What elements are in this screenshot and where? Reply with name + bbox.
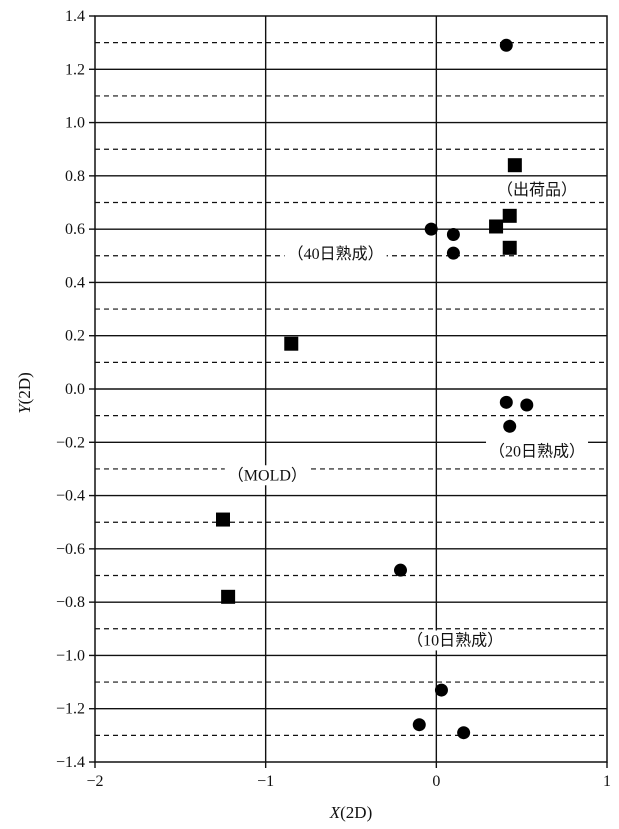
group-label-text: （10日熟成）: [407, 631, 503, 649]
y-tick-label: 1.2: [65, 61, 85, 78]
y-tick-label: 0.8: [65, 168, 85, 185]
group-label: （40日熟成）: [284, 244, 387, 265]
x-tick-label: −2: [86, 773, 103, 790]
group-label-text: （20日熟成）: [489, 442, 585, 460]
x-axis-unit: (2D): [340, 803, 372, 822]
y-tick-label: −0.8: [56, 594, 85, 611]
circle-point: [457, 726, 471, 740]
circle-point: [446, 246, 460, 260]
circle-point: [503, 419, 517, 433]
circle-point: [499, 395, 513, 409]
circle-point: [424, 222, 438, 236]
group-label: （10日熟成）: [404, 630, 507, 651]
y-tick-label: −0.2: [56, 434, 85, 451]
ticks: −1.4 −1.2 −1.0 −0.8 −0.6 −0.4 −0.2 0.0 0.2 0.4 0.6…: [56, 8, 611, 790]
x-tick-label: 0: [432, 773, 440, 790]
y-tick-label: −1.2: [56, 701, 85, 718]
y-tick-label: 1.4: [65, 8, 85, 25]
group-label-background: [404, 630, 507, 651]
grid: [95, 16, 607, 762]
group-label: （20日熟成）: [486, 441, 589, 462]
square-point: [502, 240, 517, 255]
y-tick-label: −1.4: [56, 754, 85, 771]
square-point: [507, 158, 522, 173]
group-label-text: （MOLD）: [228, 466, 307, 484]
square-point: [284, 336, 299, 351]
y-axis-unit: (2D): [15, 372, 34, 404]
y-tick-label: 1.0: [65, 115, 85, 132]
y-tick-label: 0.0: [65, 381, 85, 398]
circle-point: [499, 38, 513, 52]
y-tick-label: −0.4: [56, 488, 85, 505]
annotations: （出荷品） （40日熟成） （20日熟成） （MOLD） （10日熟成）: [224, 180, 589, 651]
x-tick-label: −1: [257, 773, 274, 790]
group-label-text: （出荷品）: [497, 181, 577, 199]
x-axis-variable: X: [329, 803, 341, 822]
circle-point: [520, 398, 534, 412]
circle-point: [393, 563, 407, 577]
y-axis-variable: Y: [15, 403, 34, 414]
group-label-background: [494, 180, 581, 201]
y-tick-label: −0.6: [56, 541, 85, 558]
square-point: [489, 219, 504, 234]
circle-point: [446, 227, 460, 241]
square-point: [502, 208, 517, 223]
square-point: [216, 512, 230, 527]
y-tick-label: 0.2: [65, 328, 85, 345]
group-label: （出荷品）: [494, 180, 581, 201]
data-points: [216, 38, 534, 740]
x-axis-label: X(2D): [329, 803, 373, 822]
group-label: （MOLD）: [224, 465, 310, 486]
group-label-text: （40日熟成）: [288, 245, 384, 263]
group-label-background: [284, 244, 387, 265]
x-tick-label: 1: [603, 773, 611, 790]
y-tick-label: −1.0: [56, 647, 85, 664]
circle-point: [434, 683, 448, 697]
group-label-background: [224, 465, 310, 486]
square-point: [221, 589, 236, 604]
y-tick-label: 0.6: [65, 221, 85, 238]
group-label-background: [486, 441, 589, 462]
circle-point: [412, 718, 426, 732]
y-axis-label: Y(2D): [15, 372, 34, 414]
y-tick-label: 0.4: [65, 274, 85, 291]
